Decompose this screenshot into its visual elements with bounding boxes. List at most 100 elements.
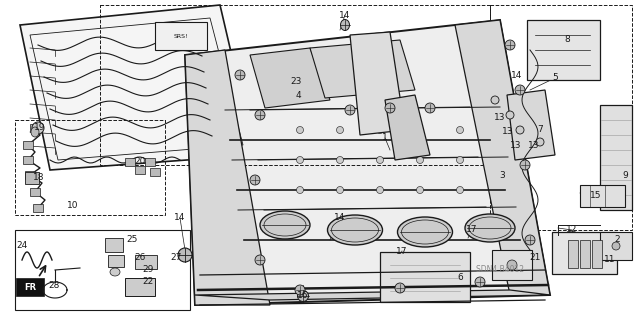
Text: 21: 21 [529, 254, 541, 263]
Bar [105, 238, 123, 252]
Text: FR: FR [24, 283, 36, 292]
Text: 9: 9 [622, 170, 628, 180]
Ellipse shape [260, 211, 310, 239]
Bar [380, 252, 470, 302]
Ellipse shape [337, 187, 344, 194]
Polygon shape [20, 5, 255, 170]
Text: SDN4 B4012: SDN4 B4012 [476, 265, 524, 275]
Text: 27: 27 [170, 254, 182, 263]
Ellipse shape [337, 127, 344, 133]
Text: 2: 2 [614, 235, 620, 244]
Bar [568, 240, 578, 268]
Text: 24: 24 [17, 241, 28, 249]
Ellipse shape [465, 214, 515, 242]
Ellipse shape [417, 187, 424, 194]
Text: 13: 13 [502, 128, 514, 137]
Ellipse shape [296, 157, 303, 164]
Text: 6: 6 [457, 273, 463, 283]
Ellipse shape [255, 255, 265, 265]
Text: 26: 26 [134, 254, 146, 263]
Text: 4: 4 [295, 91, 301, 100]
Bar [600, 232, 632, 260]
Polygon shape [600, 105, 632, 210]
Text: 13: 13 [528, 142, 540, 151]
Text: 13: 13 [494, 114, 506, 122]
Ellipse shape [475, 277, 485, 287]
Bar [135, 255, 157, 269]
Ellipse shape [110, 268, 120, 276]
Ellipse shape [456, 127, 463, 133]
Ellipse shape [515, 85, 525, 95]
Polygon shape [250, 48, 330, 108]
Text: 5: 5 [552, 73, 558, 83]
Text: 20: 20 [134, 158, 146, 167]
Text: 22: 22 [142, 278, 154, 286]
Ellipse shape [376, 157, 383, 164]
Polygon shape [350, 32, 405, 135]
Bar [155, 22, 207, 50]
Ellipse shape [337, 157, 344, 164]
Text: 1: 1 [382, 133, 388, 143]
Polygon shape [455, 20, 550, 295]
Ellipse shape [456, 157, 463, 164]
Text: 17: 17 [396, 247, 408, 256]
Bar [592, 240, 602, 268]
Bar [150, 168, 160, 176]
Ellipse shape [296, 187, 303, 194]
Text: 13: 13 [510, 142, 522, 151]
Polygon shape [195, 290, 550, 300]
Bar [580, 185, 625, 207]
Text: 29: 29 [142, 265, 154, 275]
Ellipse shape [328, 215, 383, 245]
Bar [125, 278, 155, 296]
Text: 8: 8 [564, 35, 570, 44]
Ellipse shape [456, 187, 463, 194]
Ellipse shape [506, 111, 514, 119]
Polygon shape [527, 20, 600, 80]
Text: 7: 7 [537, 125, 543, 135]
Ellipse shape [505, 40, 515, 50]
Bar [30, 188, 40, 196]
Ellipse shape [32, 122, 44, 134]
Ellipse shape [536, 138, 544, 146]
Ellipse shape [340, 19, 349, 31]
Text: 16: 16 [297, 291, 308, 300]
Ellipse shape [385, 103, 395, 113]
Ellipse shape [298, 291, 308, 301]
Ellipse shape [397, 217, 452, 247]
Bar [492, 250, 532, 280]
Bar [23, 156, 33, 164]
Bar [23, 141, 33, 149]
Ellipse shape [525, 235, 535, 245]
Text: 14: 14 [174, 213, 186, 222]
Polygon shape [185, 20, 550, 305]
Text: 28: 28 [48, 281, 60, 291]
Ellipse shape [345, 105, 355, 115]
Bar [145, 158, 155, 166]
Bar [108, 255, 124, 267]
Ellipse shape [417, 157, 424, 164]
Ellipse shape [255, 110, 265, 120]
Bar [16, 278, 44, 296]
Bar [30, 124, 40, 132]
Ellipse shape [612, 242, 620, 250]
Polygon shape [507, 90, 555, 160]
Ellipse shape [178, 248, 192, 262]
Text: 18: 18 [33, 174, 45, 182]
Text: 10: 10 [67, 201, 79, 210]
Bar [135, 166, 145, 174]
Text: 23: 23 [291, 78, 301, 86]
Text: 3: 3 [499, 170, 505, 180]
Ellipse shape [295, 285, 305, 295]
Text: 11: 11 [604, 256, 616, 264]
Bar [580, 240, 590, 268]
Ellipse shape [235, 70, 245, 80]
Text: 14: 14 [339, 11, 351, 19]
Bar [125, 158, 135, 166]
Ellipse shape [376, 127, 383, 133]
Ellipse shape [520, 160, 530, 170]
Ellipse shape [491, 96, 499, 104]
Ellipse shape [417, 127, 424, 133]
Polygon shape [185, 50, 270, 305]
Ellipse shape [250, 175, 260, 185]
